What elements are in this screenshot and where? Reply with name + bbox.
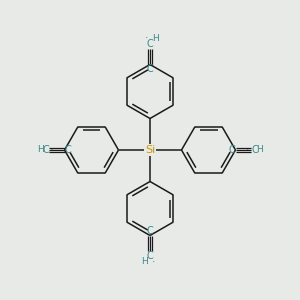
Text: H: H bbox=[256, 146, 263, 154]
Text: ·: · bbox=[47, 145, 54, 155]
Text: C: C bbox=[229, 145, 236, 155]
Text: ·: · bbox=[246, 145, 253, 155]
Text: C: C bbox=[251, 145, 258, 155]
Text: ·: · bbox=[145, 33, 148, 43]
Text: C: C bbox=[147, 251, 153, 261]
Text: C: C bbox=[64, 145, 71, 155]
Text: H: H bbox=[141, 257, 148, 266]
Text: ·: · bbox=[152, 257, 155, 267]
Text: C: C bbox=[42, 145, 49, 155]
Text: C: C bbox=[147, 226, 153, 236]
Text: C: C bbox=[147, 39, 153, 49]
Text: H: H bbox=[152, 34, 159, 43]
Text: C: C bbox=[147, 64, 153, 74]
Text: H: H bbox=[37, 146, 44, 154]
Text: Si: Si bbox=[145, 145, 155, 155]
